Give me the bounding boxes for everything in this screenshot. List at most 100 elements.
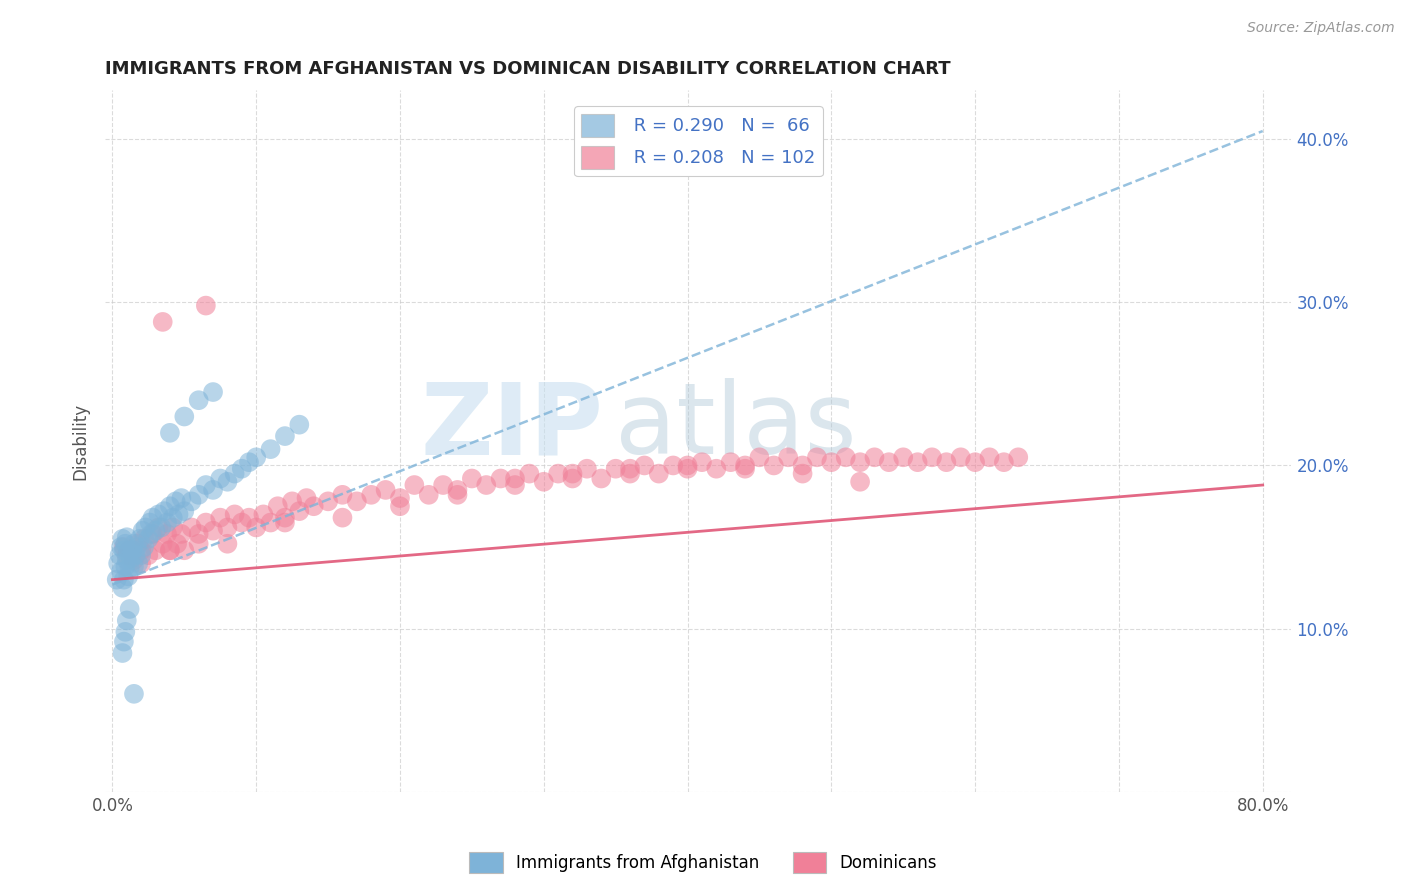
Point bbox=[238, 455, 260, 469]
Point bbox=[114, 537, 136, 551]
Point bbox=[446, 488, 468, 502]
Point bbox=[849, 455, 872, 469]
Point bbox=[849, 475, 872, 489]
Point bbox=[274, 429, 297, 443]
Point bbox=[180, 494, 202, 508]
Point bbox=[127, 537, 149, 551]
Point bbox=[173, 504, 195, 518]
Point bbox=[117, 569, 139, 583]
Point bbox=[432, 478, 454, 492]
Point bbox=[159, 500, 181, 514]
Point bbox=[162, 510, 184, 524]
Y-axis label: Disability: Disability bbox=[72, 402, 89, 480]
Point bbox=[489, 471, 512, 485]
Point bbox=[122, 537, 145, 551]
Point bbox=[778, 450, 800, 465]
Point bbox=[122, 687, 145, 701]
Point bbox=[332, 510, 354, 524]
Point bbox=[561, 471, 583, 485]
Point bbox=[173, 409, 195, 424]
Point bbox=[965, 455, 987, 469]
Point bbox=[252, 508, 274, 522]
Point bbox=[217, 520, 239, 534]
Point bbox=[316, 494, 339, 508]
Point bbox=[202, 483, 225, 497]
Point bbox=[118, 561, 141, 575]
Point bbox=[388, 500, 411, 514]
Point bbox=[134, 520, 156, 534]
Point bbox=[138, 548, 160, 562]
Point bbox=[121, 543, 143, 558]
Point bbox=[762, 458, 785, 473]
Point bbox=[129, 557, 152, 571]
Point bbox=[475, 478, 498, 492]
Point bbox=[115, 614, 138, 628]
Point bbox=[332, 488, 354, 502]
Point bbox=[748, 450, 770, 465]
Point bbox=[152, 537, 174, 551]
Point bbox=[907, 455, 929, 469]
Point bbox=[173, 543, 195, 558]
Point bbox=[180, 520, 202, 534]
Point bbox=[111, 532, 134, 546]
Point bbox=[156, 527, 179, 541]
Point bbox=[935, 455, 957, 469]
Point bbox=[122, 559, 145, 574]
Point bbox=[949, 450, 972, 465]
Point bbox=[281, 494, 304, 508]
Point bbox=[194, 516, 217, 530]
Point bbox=[877, 455, 900, 469]
Point bbox=[1007, 450, 1029, 465]
Point bbox=[533, 475, 555, 489]
Point bbox=[159, 425, 181, 440]
Point bbox=[648, 467, 671, 481]
Point bbox=[120, 551, 142, 566]
Point bbox=[111, 581, 134, 595]
Text: atlas: atlas bbox=[616, 378, 856, 475]
Point bbox=[125, 540, 148, 554]
Point bbox=[148, 508, 170, 522]
Point bbox=[704, 461, 727, 475]
Point bbox=[561, 467, 583, 481]
Point bbox=[690, 455, 713, 469]
Text: ZIP: ZIP bbox=[420, 378, 603, 475]
Point bbox=[676, 458, 699, 473]
Point bbox=[209, 510, 232, 524]
Point bbox=[166, 537, 188, 551]
Point bbox=[108, 548, 131, 562]
Point bbox=[217, 537, 239, 551]
Point bbox=[792, 467, 814, 481]
Point bbox=[346, 494, 368, 508]
Point bbox=[170, 527, 193, 541]
Point bbox=[202, 385, 225, 400]
Point bbox=[259, 516, 281, 530]
Point bbox=[150, 520, 173, 534]
Point bbox=[142, 527, 165, 541]
Point bbox=[167, 508, 190, 522]
Point bbox=[259, 442, 281, 457]
Text: Source: ZipAtlas.com: Source: ZipAtlas.com bbox=[1247, 21, 1395, 35]
Point bbox=[115, 530, 138, 544]
Point bbox=[132, 540, 155, 554]
Point bbox=[591, 471, 613, 485]
Point bbox=[112, 543, 135, 558]
Point bbox=[145, 543, 167, 558]
Point bbox=[734, 461, 756, 475]
Point bbox=[138, 532, 160, 546]
Point bbox=[152, 315, 174, 329]
Point bbox=[503, 478, 526, 492]
Point bbox=[374, 483, 396, 497]
Point bbox=[187, 488, 209, 502]
Point bbox=[792, 458, 814, 473]
Point bbox=[288, 504, 311, 518]
Point bbox=[720, 455, 742, 469]
Point bbox=[127, 557, 149, 571]
Legend: Immigrants from Afghanistan, Dominicans: Immigrants from Afghanistan, Dominicans bbox=[463, 846, 943, 880]
Point bbox=[245, 450, 267, 465]
Point bbox=[605, 461, 627, 475]
Point bbox=[105, 573, 128, 587]
Point bbox=[619, 467, 641, 481]
Point bbox=[734, 458, 756, 473]
Point bbox=[274, 516, 297, 530]
Point bbox=[115, 548, 138, 562]
